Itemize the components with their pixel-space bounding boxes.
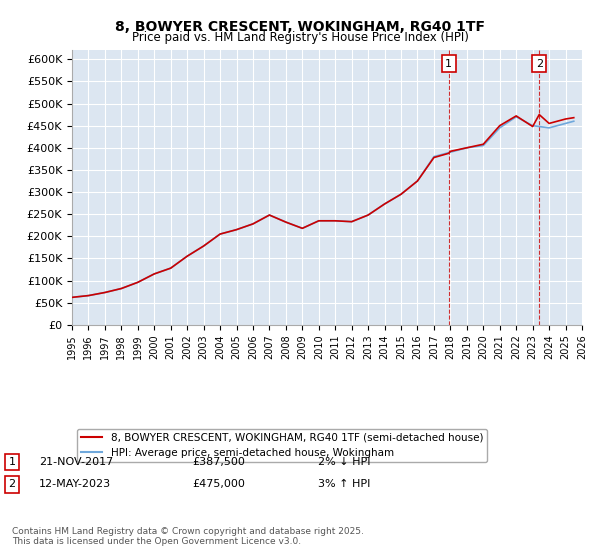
Text: 1: 1	[445, 59, 452, 69]
Text: 8, BOWYER CRESCENT, WOKINGHAM, RG40 1TF: 8, BOWYER CRESCENT, WOKINGHAM, RG40 1TF	[115, 20, 485, 34]
Legend: 8, BOWYER CRESCENT, WOKINGHAM, RG40 1TF (semi-detached house), HPI: Average pric: 8, BOWYER CRESCENT, WOKINGHAM, RG40 1TF …	[77, 429, 487, 462]
Text: 21-NOV-2017: 21-NOV-2017	[39, 457, 113, 467]
Text: 3% ↑ HPI: 3% ↑ HPI	[318, 479, 370, 489]
Text: 1: 1	[8, 457, 16, 467]
Text: 12-MAY-2023: 12-MAY-2023	[39, 479, 111, 489]
Text: 2: 2	[536, 59, 543, 69]
Text: 2% ↓ HPI: 2% ↓ HPI	[318, 457, 371, 467]
Text: £475,000: £475,000	[192, 479, 245, 489]
Text: 2: 2	[8, 479, 16, 489]
Text: Contains HM Land Registry data © Crown copyright and database right 2025.
This d: Contains HM Land Registry data © Crown c…	[12, 526, 364, 546]
Text: £387,500: £387,500	[192, 457, 245, 467]
Text: Price paid vs. HM Land Registry's House Price Index (HPI): Price paid vs. HM Land Registry's House …	[131, 31, 469, 44]
